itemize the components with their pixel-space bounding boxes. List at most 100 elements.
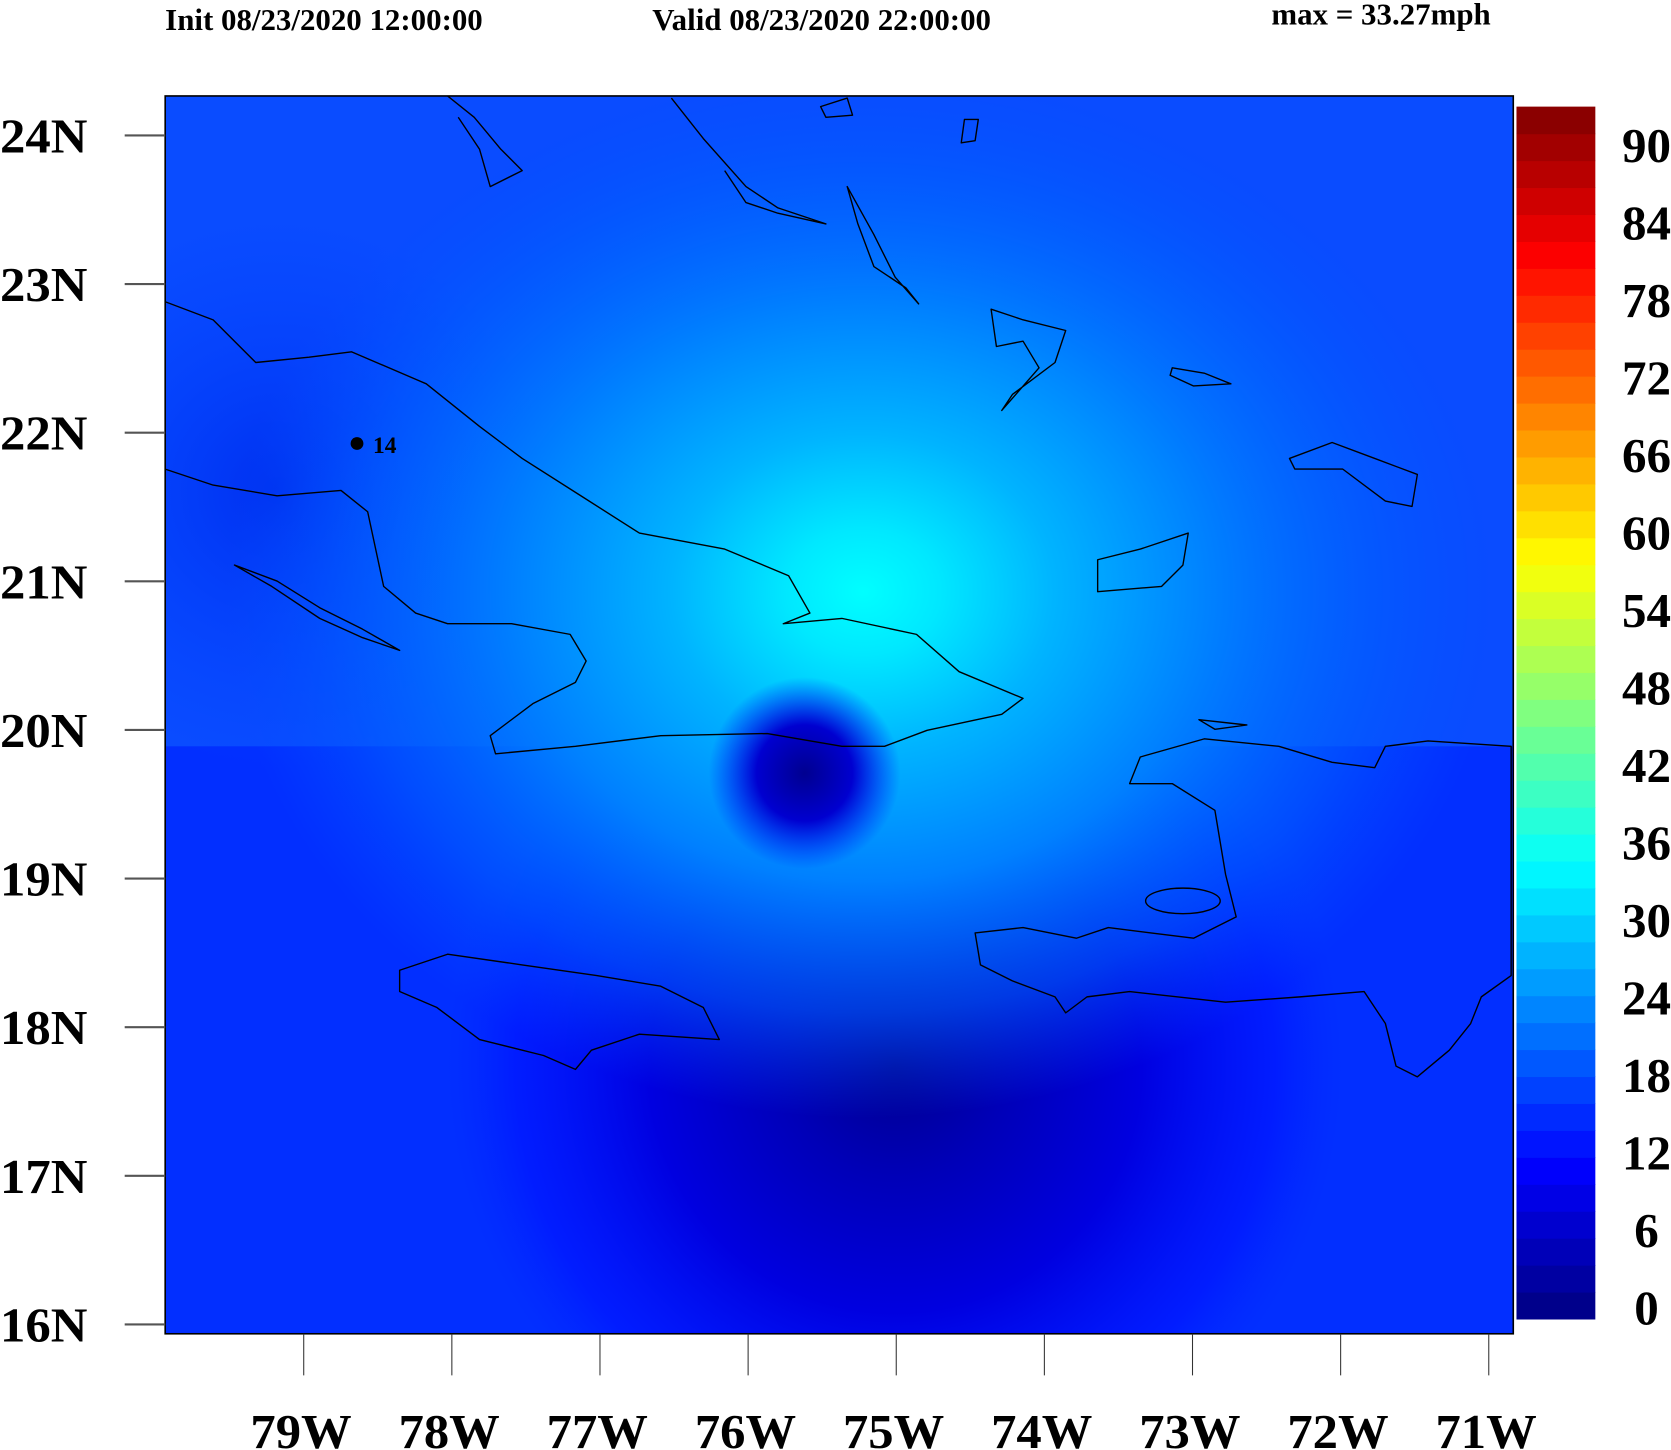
colorbar-band	[1516, 537, 1596, 566]
colorbar-label: 54	[1622, 583, 1671, 638]
lon-label: 75W	[843, 1404, 944, 1450]
lon-label: 73W	[1139, 1404, 1240, 1450]
coast-tortuga	[1198, 718, 1248, 730]
colorbar-band	[1516, 106, 1596, 135]
colorbar-band	[1516, 133, 1596, 162]
lon-label: 76W	[695, 1404, 796, 1450]
colorbar-band	[1516, 1238, 1596, 1266]
colorbar-band	[1516, 349, 1596, 377]
longitude-axis: 79W 78W 77W 76W 75W 74W 73W 72W 71W	[250, 1333, 1537, 1450]
coast-great-inagua	[1096, 532, 1189, 593]
colorbar-label: 12	[1622, 1126, 1671, 1181]
colorbar-band	[1516, 1049, 1596, 1078]
lon-label: 79W	[250, 1404, 351, 1450]
colorbar-band	[1516, 699, 1596, 727]
colorbar-label: 24	[1622, 971, 1671, 1026]
colorbar-band	[1516, 429, 1596, 458]
coast-eleuthera	[960, 118, 979, 144]
colorbar-label: 6	[1634, 1203, 1659, 1258]
colorbar-label: 48	[1622, 661, 1671, 716]
colorbar-band	[1516, 295, 1596, 323]
colorbar-label: 72	[1622, 351, 1671, 406]
coastlines	[165, 95, 1512, 1078]
coast-cuba	[165, 301, 1024, 755]
colorbar-label: 66	[1622, 428, 1671, 483]
lon-label: 71W	[1435, 1404, 1536, 1450]
colorbar-band	[1516, 887, 1596, 916]
colorbar-band	[1516, 807, 1596, 835]
colorbar-band	[1516, 1291, 1596, 1320]
colorbar-band	[1516, 1022, 1596, 1051]
colorbar-band	[1516, 241, 1596, 269]
station-marker	[350, 437, 364, 450]
lat-label: 17N	[0, 1149, 87, 1204]
lat-label: 18N	[0, 1000, 87, 1055]
colorbar-band	[1516, 645, 1596, 673]
coast-isla-juventud	[233, 564, 401, 652]
colorbar-band	[1516, 753, 1596, 781]
lon-label: 74W	[991, 1404, 1092, 1450]
colorbar-band	[1516, 618, 1596, 647]
lon-label: 78W	[399, 1404, 500, 1450]
colorbar-band	[1516, 1130, 1596, 1158]
colorbar-band	[1516, 483, 1596, 512]
colorbar-band	[1516, 780, 1596, 808]
lat-label: 21N	[0, 554, 87, 609]
colorbar-band	[1516, 456, 1596, 485]
map-plot-area: 14	[165, 95, 1514, 1334]
colorbar-label: 90	[1622, 118, 1671, 173]
colorbar-band	[1516, 941, 1596, 970]
latitude-axis: 24N 23N 22N 21N 20N 19N 18N 17N 16N	[0, 108, 166, 1352]
colorbar-band	[1516, 322, 1596, 350]
colorbar-band	[1516, 860, 1596, 889]
colorbar-band	[1516, 1076, 1596, 1104]
coast-hispaniola	[974, 738, 1512, 1078]
field-wind-minimum-secondary	[165, 95, 1514, 1334]
coast-long-island	[990, 308, 1067, 412]
colorbar-band	[1516, 1157, 1596, 1185]
colorbar-label: 30	[1622, 893, 1671, 948]
colorbar-band	[1516, 995, 1596, 1024]
colorbar-band	[1516, 1211, 1596, 1239]
colorbar-band	[1516, 160, 1596, 189]
coast-gonave-island	[1144, 887, 1221, 915]
colorbar-band	[1516, 187, 1596, 216]
colorbar-band	[1516, 214, 1596, 242]
plot-frame	[164, 95, 1515, 1335]
coast-andros	[846, 185, 920, 305]
init-time: Init 08/23/2020 12:00:00	[165, 2, 483, 37]
colorbar-band	[1516, 1264, 1596, 1293]
coast-bahamas-north	[670, 97, 827, 225]
colorbar-band	[1516, 726, 1596, 754]
colorbar-band	[1516, 968, 1596, 997]
colorbar-label: 0	[1634, 1281, 1659, 1336]
colorbar-label: 36	[1622, 816, 1671, 871]
station-label: 14	[373, 433, 397, 459]
colorbar-band	[1516, 1184, 1596, 1212]
colorbar-band	[1516, 268, 1596, 296]
colorbar-band	[1516, 402, 1596, 431]
max-value: max = 33.27mph	[1271, 0, 1490, 32]
coast-florida-keys	[447, 95, 523, 188]
lon-label: 77W	[547, 1404, 648, 1450]
valid-time: Valid 08/23/2020 22:00:00	[652, 2, 991, 37]
coast-jamaica	[398, 953, 721, 1071]
lat-label: 23N	[0, 257, 87, 312]
lat-label: 20N	[0, 703, 87, 758]
colorbar-label: 84	[1622, 196, 1671, 251]
colorbar-band	[1516, 1103, 1596, 1131]
colorbar-label: 78	[1622, 273, 1671, 328]
colorbar	[1516, 106, 1596, 1320]
colorbar-band	[1516, 833, 1596, 862]
colorbar-band	[1516, 672, 1596, 700]
lat-label: 24N	[0, 108, 87, 163]
coast-acklins	[1169, 367, 1232, 387]
coast-turks-caicos	[1288, 441, 1419, 508]
colorbar-band	[1516, 591, 1596, 620]
lon-label: 72W	[1287, 1404, 1388, 1450]
lat-label: 16N	[0, 1297, 87, 1352]
lat-label: 22N	[0, 406, 87, 461]
coast-grand-bahama	[819, 97, 854, 118]
